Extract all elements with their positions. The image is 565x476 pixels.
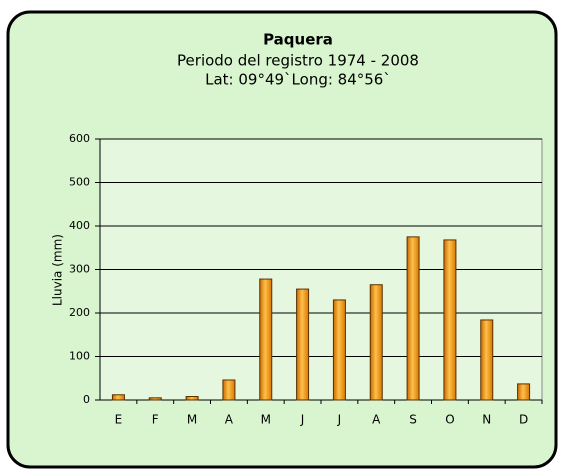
x-tick-label: E <box>115 413 123 427</box>
y-tick-label: 300 <box>69 263 90 276</box>
y-tick-label: 0 <box>83 393 90 406</box>
chart-title: Paquera <box>263 31 333 49</box>
x-tick-label: N <box>482 413 491 427</box>
bar <box>185 396 199 401</box>
y-tick-label: 400 <box>69 219 90 232</box>
x-tick-label: D <box>519 413 528 427</box>
y-tick-label: 200 <box>69 306 90 319</box>
bar <box>259 278 273 401</box>
bar <box>369 284 383 401</box>
x-tick-label: M <box>187 413 197 427</box>
bar <box>517 383 531 401</box>
x-tick-label: J <box>337 413 342 427</box>
chart-subtitle: Lat: 09°49`Long: 84°56` <box>205 71 391 89</box>
bar <box>222 379 236 401</box>
bar <box>296 288 310 401</box>
x-tick-label: J <box>300 413 305 427</box>
bar <box>111 394 125 401</box>
y-axis-label: Lluvia (mm) <box>51 234 65 306</box>
bar <box>148 397 162 401</box>
chart-subtitle: Periodo del registro 1974 - 2008 <box>177 52 419 70</box>
bar <box>443 239 457 401</box>
x-tick-label: M <box>261 413 271 427</box>
y-tick-label: 100 <box>69 350 90 363</box>
x-tick-label: A <box>372 413 381 427</box>
x-tick-label: O <box>445 413 454 427</box>
y-tick-label: 600 <box>69 132 90 145</box>
x-tick-label: F <box>152 413 159 427</box>
x-tick-label: S <box>409 413 417 427</box>
bar <box>480 319 494 401</box>
bar <box>332 299 346 401</box>
y-tick-label: 500 <box>69 176 90 189</box>
bar <box>406 236 420 401</box>
x-tick-label: A <box>225 413 234 427</box>
